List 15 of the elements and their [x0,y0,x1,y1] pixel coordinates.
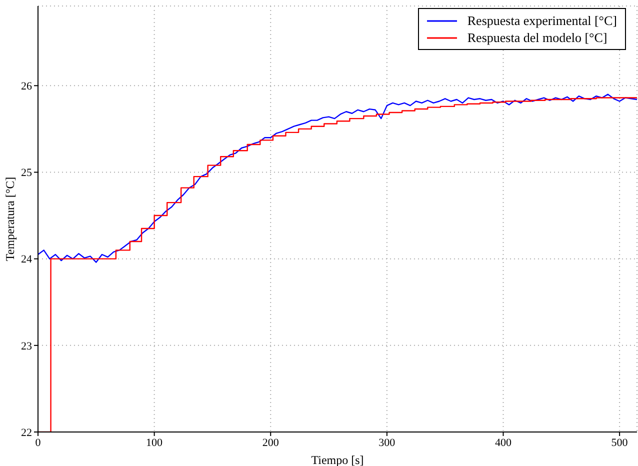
x-tick-label: 400 [494,436,512,449]
y-tick-label: 23 [21,340,32,352]
legend-label: Respuesta experimental [°C] [467,12,617,29]
y-axis-title: Temperatura [°C] [3,176,17,262]
legend-label: Respuesta del modelo [°C] [467,29,608,46]
x-tick-label: 200 [262,436,280,449]
y-tick-label: 24 [21,254,32,266]
y-tick-label: 26 [21,80,32,93]
y-tick-label: 22 [21,426,32,439]
x-tick-label: 0 [35,436,42,449]
y-tick-label: 25 [21,167,32,180]
x-tick-label: 300 [378,436,396,449]
line-series [38,94,637,263]
x-tick-label: 500 [611,436,628,449]
x-tick-label: 100 [146,436,164,449]
